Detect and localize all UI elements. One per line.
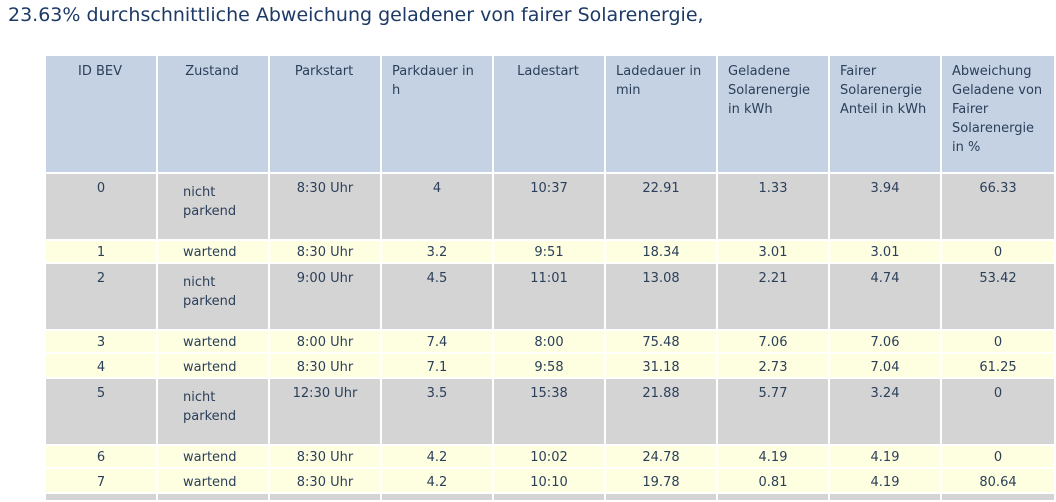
cell-fair: 7.04 <box>830 354 940 377</box>
cell-parkstart: 8:30 Uhr <box>270 241 380 262</box>
column-header-fair: Fairer Solarenergie Anteil in kWh <box>830 56 940 172</box>
cell-geladen: 3.01 <box>718 241 828 262</box>
cell-ladedauer: 24.78 <box>606 446 716 467</box>
cell-id: 4 <box>46 354 156 377</box>
cell-abweichung: 0 <box>942 331 1054 352</box>
cell-geladen: 2.73 <box>718 354 828 377</box>
cell-geladen: 5.77 <box>718 379 828 444</box>
cell-parkdauer: 3.2 <box>382 241 492 262</box>
cell-parkstart: 12:30 Uhr <box>270 379 380 444</box>
cell-fair: 3.24 <box>830 379 940 444</box>
cell-ladedauer: 21.88 <box>606 379 716 444</box>
ev-charging-table: ID BEV Zustand Parkstart Parkdauer in h … <box>44 54 1056 502</box>
table-row: 4 wartend 8:30 Uhr 7.1 9:58 31.18 2.73 7… <box>46 354 1054 377</box>
cell-geladen: 2.21 <box>718 264 828 329</box>
cell-ladestart: 11:01 <box>494 264 604 329</box>
cell-parkdauer: 4 <box>382 174 492 239</box>
table-row: 6 wartend 8:30 Uhr 4.2 10:02 24.78 4.19 … <box>46 446 1054 467</box>
cell-zustand: wartend <box>158 446 268 467</box>
cell-id: 5 <box>46 379 156 444</box>
cell-fair: 4.19 <box>830 469 940 492</box>
cell-ladestart: 10:37 <box>494 174 604 239</box>
cell-ladedauer: 19.78 <box>606 469 716 492</box>
table-row: 5 nicht parkend 12:30 Uhr 3.5 15:38 21.8… <box>46 379 1054 444</box>
table-row: 7 wartend 8:30 Uhr 4.2 10:10 19.78 0.81 … <box>46 469 1054 492</box>
cell-fair: 3.94 <box>830 174 940 239</box>
cell-geladen: 0.81 <box>718 469 828 492</box>
cell-abweichung: 80.64 <box>942 469 1054 492</box>
cell-geladen: 1.33 <box>718 174 828 239</box>
column-header-zustand: Zustand <box>158 56 268 172</box>
cell-abweichung: 53.42 <box>942 264 1054 329</box>
cell-ladedauer: 22.91 <box>606 174 716 239</box>
cell-fair: 4.74 <box>830 264 940 329</box>
cell-ladestart: 9:58 <box>494 354 604 377</box>
cell-ladestart: 10:02 <box>494 446 604 467</box>
cell-abweichung: 0 <box>942 379 1054 444</box>
cell-ladestart: 10:10 <box>494 469 604 492</box>
cell-ladedauer: 18.34 <box>606 241 716 262</box>
cell-id: 2 <box>46 264 156 329</box>
cell-parkdauer: 4.2 <box>382 446 492 467</box>
cell-fair: 7.06 <box>830 331 940 352</box>
cell-ladedauer: 13.08 <box>606 264 716 329</box>
cell-parkdauer: 4.5 <box>382 264 492 329</box>
column-header-parkstart: Parkstart <box>270 56 380 172</box>
cell-parkdauer: 4.2 <box>382 469 492 492</box>
cell-id: 7 <box>46 469 156 492</box>
cell-parkdauer: 7.4 <box>382 331 492 352</box>
cell-ladestart: 8:00 <box>494 331 604 352</box>
cell-id: 1 <box>46 241 156 262</box>
column-header-ladestart: Ladestart <box>494 56 604 172</box>
cell-abweichung: 66.33 <box>942 174 1054 239</box>
table-row: 3 wartend 8:00 Uhr 7.4 8:00 75.48 7.06 7… <box>46 331 1054 352</box>
cell-parkdauer: 3.5 <box>382 379 492 444</box>
cell-id: 6 <box>46 446 156 467</box>
cell-parkstart: 8:30 Uhr <box>270 174 380 239</box>
cell-parkdauer: 7.1 <box>382 354 492 377</box>
cell-parkstart: 8:30 Uhr <box>270 446 380 467</box>
cell-abweichung: 61.25 <box>942 354 1054 377</box>
cell-zustand: nicht parkend <box>158 174 268 239</box>
cell-id: 0 <box>46 174 156 239</box>
cell-fair: 4.19 <box>830 446 940 467</box>
cell-parkstart: 8:30 Uhr <box>270 469 380 492</box>
table-row: 2 nicht parkend 9:00 Uhr 4.5 11:01 13.08… <box>46 264 1054 329</box>
table-row-partial <box>46 494 1054 500</box>
column-header-id: ID BEV <box>46 56 156 172</box>
cell-zustand: wartend <box>158 469 268 492</box>
table-row: 0 nicht parkend 8:30 Uhr 4 10:37 22.91 1… <box>46 174 1054 239</box>
column-header-geladen: Geladene Solarenergie in kWh <box>718 56 828 172</box>
cell-parkstart: 8:00 Uhr <box>270 331 380 352</box>
cell-zustand: wartend <box>158 241 268 262</box>
table-row: 1 wartend 8:30 Uhr 3.2 9:51 18.34 3.01 3… <box>46 241 1054 262</box>
cell-ladestart: 9:51 <box>494 241 604 262</box>
cell-ladedauer: 75.48 <box>606 331 716 352</box>
cell-fair: 3.01 <box>830 241 940 262</box>
cell-abweichung: 0 <box>942 446 1054 467</box>
column-header-abweichung: Abweichung Geladene von Fairer Solarener… <box>942 56 1054 172</box>
cell-parkstart: 9:00 Uhr <box>270 264 380 329</box>
column-header-ladedauer: Ladedauer in min <box>606 56 716 172</box>
cell-geladen: 7.06 <box>718 331 828 352</box>
column-header-parkdauer: Parkdauer in h <box>382 56 492 172</box>
cell-zustand: wartend <box>158 331 268 352</box>
cell-id: 3 <box>46 331 156 352</box>
cell-abweichung: 0 <box>942 241 1054 262</box>
cell-zustand: nicht parkend <box>158 264 268 329</box>
page-title: 23.63% durchschnittliche Abweichung gela… <box>8 4 704 26</box>
cell-zustand: nicht parkend <box>158 379 268 444</box>
cell-ladestart: 15:38 <box>494 379 604 444</box>
cell-zustand: wartend <box>158 354 268 377</box>
cell-ladedauer: 31.18 <box>606 354 716 377</box>
cell-parkstart: 8:30 Uhr <box>270 354 380 377</box>
cell-geladen: 4.19 <box>718 446 828 467</box>
table-header-row: ID BEV Zustand Parkstart Parkdauer in h … <box>46 56 1054 172</box>
